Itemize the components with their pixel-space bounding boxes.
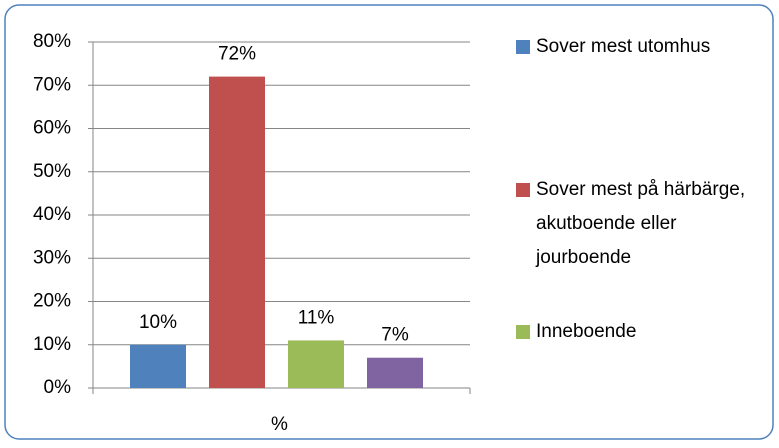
legend-item: Sover mest på härbärge, akutboende eller… bbox=[516, 173, 748, 275]
legend-swatch bbox=[516, 183, 530, 197]
legend-item: Inneboende bbox=[516, 315, 748, 349]
legend-label: Inneboende bbox=[536, 321, 637, 342]
legend-label: Sover mest utomhus bbox=[536, 36, 711, 57]
y-tick-label: 40% bbox=[33, 204, 71, 225]
chart-border bbox=[4, 4, 774, 440]
y-tick-label: 60% bbox=[33, 118, 71, 139]
bar bbox=[288, 340, 344, 388]
y-tick-label: 10% bbox=[33, 334, 71, 355]
value-label: 10% bbox=[139, 312, 177, 333]
bar bbox=[209, 76, 265, 388]
value-label: 72% bbox=[218, 44, 256, 65]
y-tick-label: 0% bbox=[44, 377, 72, 398]
bar bbox=[130, 344, 186, 388]
y-tick-label: 50% bbox=[33, 161, 71, 182]
y-tick-label: 80% bbox=[33, 31, 71, 52]
y-tick-label: 30% bbox=[33, 247, 71, 268]
value-label: 7% bbox=[381, 325, 409, 346]
legend-swatch bbox=[516, 325, 530, 339]
value-label: 11% bbox=[298, 307, 335, 328]
legend-label: Sover mest på härbärge, akutboende eller… bbox=[536, 179, 746, 268]
x-tick-label: % bbox=[271, 414, 288, 435]
y-tick-label: 70% bbox=[33, 74, 71, 95]
y-tick-label: 20% bbox=[33, 291, 71, 312]
bar bbox=[367, 357, 423, 388]
legend-item: Sover mest utomhus bbox=[516, 30, 748, 64]
legend-swatch bbox=[516, 40, 530, 54]
